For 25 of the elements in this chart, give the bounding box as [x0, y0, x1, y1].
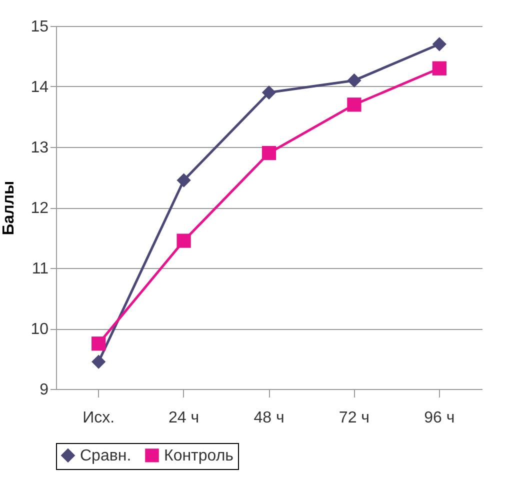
point [432, 37, 446, 52]
y-tick-label: 11 [32, 260, 49, 278]
x-tick-label: 72 ч [338, 410, 370, 426]
point [92, 354, 106, 369]
y-tick-label: 15 [30, 18, 49, 36]
x-tick-label: 48 ч [254, 410, 284, 426]
x-tick-label: 96 ч [424, 410, 455, 426]
y-tick-label: 10 [30, 321, 49, 338]
point [176, 234, 191, 248]
y-tick-label: 9 [40, 382, 49, 398]
legend-label: Сравн. [80, 447, 132, 464]
point [347, 98, 362, 112]
x-tick-label: 24 ч [168, 410, 200, 426]
y-axis-title: Баллы [0, 180, 18, 236]
point [176, 173, 191, 188]
point [347, 73, 362, 88]
y-tick-label: 14 [30, 79, 49, 96]
x-tick-label: Исх. [82, 410, 115, 426]
point [262, 146, 276, 160]
legend-label: Контроль [164, 447, 234, 464]
point [432, 61, 446, 76]
point [92, 336, 106, 351]
point [262, 85, 276, 100]
y-tick-label: 12 [30, 200, 49, 217]
y-tick-label: 13 [30, 140, 49, 156]
